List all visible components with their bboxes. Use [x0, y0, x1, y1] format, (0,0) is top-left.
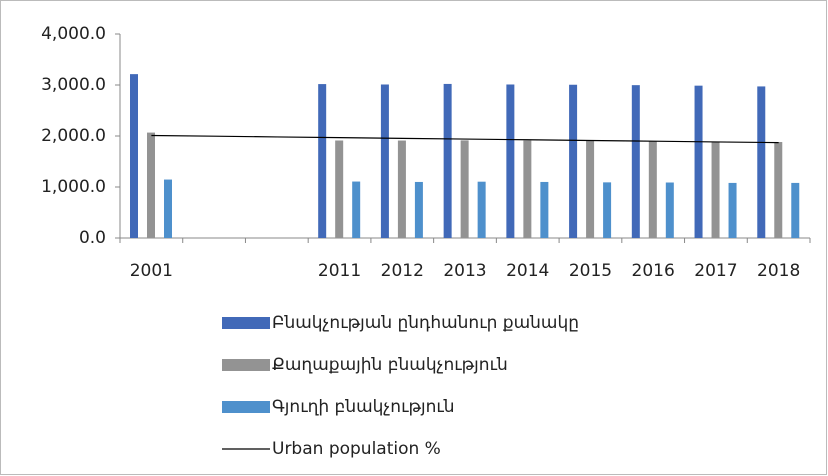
bar	[147, 132, 155, 238]
x-tick-label: 2001	[130, 261, 173, 281]
x-tick-label: 2018	[757, 261, 800, 281]
bar	[352, 181, 361, 238]
bar	[540, 181, 549, 238]
bar	[694, 85, 703, 239]
bar	[130, 74, 138, 239]
x-tick-label: 2011	[318, 261, 361, 281]
bar	[477, 181, 486, 238]
x-tick-label: 2013	[443, 261, 486, 281]
y-tick-label: 0.0	[79, 228, 106, 248]
bar	[569, 84, 578, 239]
bar	[397, 140, 406, 238]
bar	[318, 84, 327, 238]
bar	[791, 182, 800, 238]
bar	[757, 86, 766, 238]
bar	[164, 179, 172, 238]
bar	[335, 140, 344, 238]
legend-marker	[222, 359, 270, 371]
legend-marker	[222, 317, 270, 329]
x-tick-label: 2017	[694, 261, 737, 281]
bar	[774, 142, 783, 238]
bar	[380, 84, 389, 239]
y-tick-label: 2,000.0	[41, 126, 106, 146]
y-tick-label: 1,000.0	[41, 177, 106, 197]
bar	[603, 182, 612, 238]
bar	[523, 140, 532, 238]
bar	[414, 181, 423, 238]
bar	[586, 140, 595, 238]
bar	[728, 182, 737, 238]
x-tick-label: 2016	[632, 261, 675, 281]
legend-label: Գյուղի բնակչություն	[272, 397, 455, 417]
legend-label: Քաղաքային բնակչություն	[272, 355, 508, 375]
legend-marker	[222, 401, 270, 413]
x-tick-label: 2015	[569, 261, 612, 281]
bar	[648, 140, 657, 238]
bar	[443, 83, 452, 238]
legend-label: Urban population %	[272, 439, 441, 459]
line	[151, 134, 779, 144]
x-tick-label: 2012	[381, 261, 424, 281]
legend-label: Բնակչության ընդհանուր քանակը	[272, 313, 579, 333]
bar	[711, 141, 720, 238]
bar	[665, 182, 674, 238]
y-tick-label: 4,000.0	[41, 24, 106, 44]
x-tick-label: 2014	[506, 261, 549, 281]
bar	[506, 84, 515, 239]
y-tick-label: 3,000.0	[41, 75, 106, 95]
bar	[460, 140, 469, 238]
bar	[631, 85, 640, 238]
